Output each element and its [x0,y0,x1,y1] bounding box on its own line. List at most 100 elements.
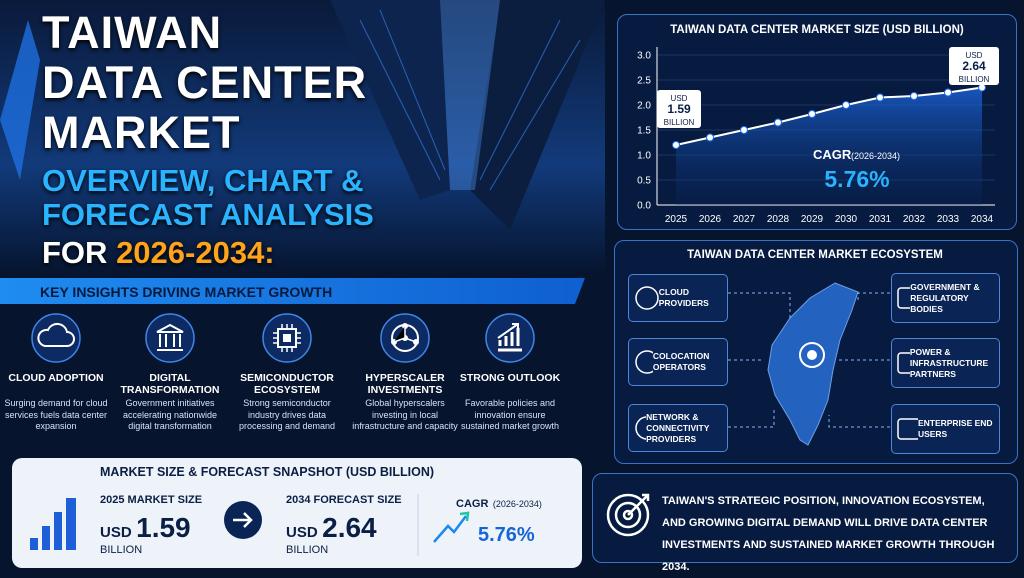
insight-text: Favorable policies and innovation ensure… [460,398,560,431]
ecosystem-label: POWER & INFRASTRUCTURE PARTNERS [909,346,989,379]
cagr-period: (2026-2034) [851,151,900,161]
x-tick-label: 2029 [801,214,824,225]
insight: HYPERSCALER INVESTMENTS Global hyperscale… [349,312,461,433]
ecosystem-label: NETWORK & CONNECTIVITY PROVIDERS [646,411,710,444]
unit: USD [100,524,132,541]
for-text: FOR [42,235,108,270]
point [876,93,884,102]
ecosystem-title: TAIWAN DATA CENTER MARKET ECOSYSTEM [687,249,943,261]
ecosystem-icon [897,418,918,440]
footer-text: TAIWAN'S STRATEGIC POSITION, INNOVATION … [662,495,995,573]
title: TAIWAN DATA CENTER MARKET OVERVIEW, CHAR… [42,8,374,270]
insight-title: STRONG OUTLOOK [459,372,561,384]
point [842,101,850,109]
ecosystem-graphics [728,282,890,446]
period: (2026-2034) [492,499,542,509]
insights-title: KEY INSIGHTS DRIVING MARKET GROWTH [40,284,333,300]
point [910,92,918,100]
line [675,86,983,146]
y-tick-label: 3.0 [637,51,651,62]
label: CAGR [456,498,489,510]
point [944,88,952,97]
x-tick-label: 2028 [767,214,790,225]
annotation-text: 2.64 [962,59,986,73]
annotation-text: 1.59 [667,102,691,116]
y-tick-label: 1.0 [637,151,651,162]
insight-title: CLOUD ADOPTION [8,372,104,384]
point [774,118,782,127]
insight-text: Government initiatives accelerating nati… [122,398,218,431]
ecosystem-box: ENTERPRISE END USERS [891,404,1000,454]
annotation-box [949,47,999,85]
x-tick-label: 2027 [733,214,756,225]
ecosystem-label: CLOUD PROVIDERS [658,287,709,308]
ecosystem-icon [635,350,653,374]
snapshot-end: 2034 FORECAST SIZE USD 2.64 BILLION [286,494,402,556]
point [808,110,816,118]
title-line: TAIWAN [42,7,223,58]
chart: TAIWAN DATA CENTER MARKET SIZE (USD BILL… [637,24,999,225]
point [706,133,714,142]
subtitle-line: OVERVIEW, CHART & [42,163,364,198]
insight-icon [262,313,312,363]
insight-icon [380,313,430,363]
y-tick-label: 0.0 [637,201,651,212]
annotation-text: BILLION [664,118,695,127]
ecosystem-icon [635,416,647,440]
y-tick-label: 2.5 [637,76,651,87]
point [978,83,986,92]
label: 2034 FORECAST SIZE [286,494,402,506]
annotation-box [657,90,701,128]
unit: USD [286,524,318,541]
insight-title: SEMICONDUCTOR ECOSYSTEM [240,372,334,396]
insight-text: Global hyperscalers investing in local i… [352,398,458,431]
snapshot-icons [30,494,470,556]
ecosystem-icon [635,286,659,310]
value: 5.76% [478,524,535,546]
insight: CLOUD ADOPTION Surging demand for cloud s… [0,312,112,433]
x-tick-label: 2032 [903,214,926,225]
insight-title: DIGITAL TRANSFORMATION [120,372,220,396]
x-tick-label: 2025 [665,214,688,225]
snapshot-start: 2025 MARKET SIZE USD 1.59 BILLION [100,494,202,556]
x-tick-label: 2034 [971,214,994,225]
annotation-text: USD [966,51,983,60]
years: 2026-2034: [116,235,275,270]
scale: BILLION [100,544,143,556]
ecosystem-box: CLOUD PROVIDERS [628,274,728,322]
insight: SEMICONDUCTOR ECOSYSTEM Strong semiconduc… [231,312,343,433]
insight-title: HYPERSCALER INVESTMENTS [365,372,445,396]
ecosystem-box: COLOCATION OPERATORS [628,338,728,386]
insight-icon [145,313,195,363]
ecosystem-label: GOVERNMENT & REGULATORY BODIES [910,281,980,314]
ecosystem-box: POWER & INFRASTRUCTURE PARTNERS [891,338,1000,388]
chart-title: TAIWAN DATA CENTER MARKET SIZE (USD BILL… [670,24,964,36]
ecosystem-label: COLOCATION OPERATORS [652,351,710,372]
ecosystem-icon [897,287,911,309]
snapshot-panel [12,458,582,568]
insight-icon [31,313,81,363]
title-line: MARKET [42,107,241,158]
value: 2.64 [322,512,377,543]
y-tick-label: 2.0 [637,101,651,112]
point [740,126,748,134]
annotation-text: BILLION [959,75,990,84]
snapshot-title: MARKET SIZE & FORECAST SNAPSHOT (USD BIL… [100,465,435,479]
insight-text: Surging demand for cloud services fuels … [4,398,108,431]
footer-panel [592,473,1018,563]
insight-text: Strong semiconductor industry drives dat… [238,398,336,431]
value: 1.59 [136,512,191,543]
insight: DIGITAL TRANSFORMATION Government initiat… [114,312,226,433]
ecosystem-label: ENTERPRISE END USERS [917,418,993,439]
area [676,87,982,205]
x-tick-label: 2026 [699,214,722,225]
cagr-label: CAGR [813,147,852,162]
ecosystem-box: NETWORK & CONNECTIVITY PROVIDERS [628,404,728,452]
snapshot-cagr: CAGR (2026-2034) 5.76% [456,494,542,547]
target-icon [606,493,650,537]
cagr-value: 5.76% [824,166,889,192]
subtitle-line: FORECAST ANALYSIS [42,197,374,232]
x-tick-label: 2030 [835,214,858,225]
